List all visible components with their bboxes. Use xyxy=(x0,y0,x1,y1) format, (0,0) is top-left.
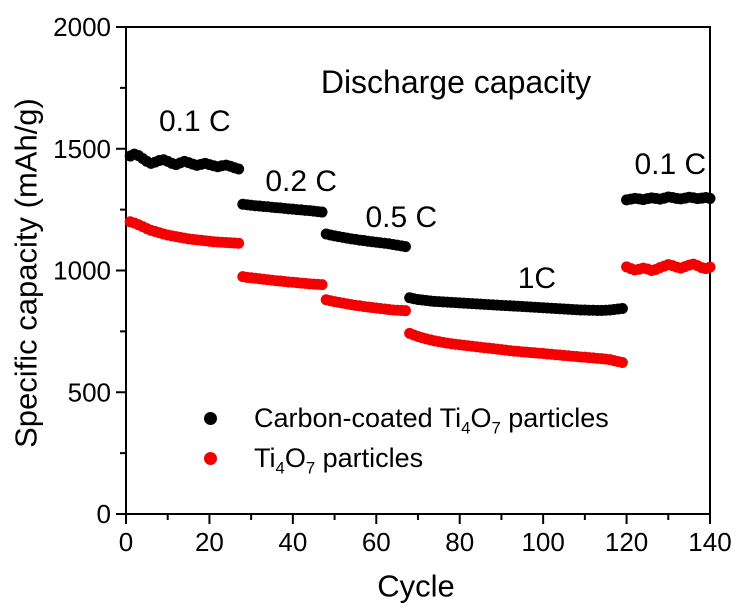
rate-annotation: 0.5 C xyxy=(365,201,438,235)
svg-text:500: 500 xyxy=(68,377,111,407)
legend-item-ti4o7: Ti4O7 particles xyxy=(204,438,609,478)
legend-subscript: 7 xyxy=(305,457,316,477)
legend: Carbon-coated Ti4O7 particles Ti4O7 part… xyxy=(204,398,609,478)
series-points-carbon-coated xyxy=(124,148,716,316)
legend-marker-black-dot-icon xyxy=(204,411,217,425)
y-axis-title: Specific capacity (mAh/g) xyxy=(8,98,44,448)
svg-text:120: 120 xyxy=(605,527,648,557)
legend-subscript: 4 xyxy=(275,457,285,477)
y-axis-ticks: 0 500 1000 1500 2000 xyxy=(53,12,125,529)
svg-text:140: 140 xyxy=(688,527,731,557)
legend-text: Ti xyxy=(254,442,276,473)
legend-text: O xyxy=(470,402,492,433)
svg-text:0: 0 xyxy=(97,499,111,529)
svg-text:0: 0 xyxy=(119,527,133,557)
legend-label-carbon-coated: Carbon-coated Ti4O7 particles xyxy=(254,402,609,437)
svg-text:40: 40 xyxy=(278,527,307,557)
svg-text:1000: 1000 xyxy=(53,256,111,286)
chart-title: Discharge capacity xyxy=(320,64,592,100)
svg-text:1500: 1500 xyxy=(53,134,111,164)
legend-item-carbon-coated: Carbon-coated Ti4O7 particles xyxy=(204,398,609,438)
legend-text: Carbon-coated Ti xyxy=(254,402,462,433)
x-axis-ticks: 0 20 40 60 80 100 120 140 xyxy=(119,515,732,557)
legend-text: particles xyxy=(315,442,424,473)
rate-annotation: 0.2 C xyxy=(265,164,338,198)
svg-text:100: 100 xyxy=(521,527,564,557)
rate-annotation: 1C xyxy=(517,262,557,296)
legend-subscript: 7 xyxy=(491,417,501,437)
series-points-ti4o7 xyxy=(124,216,716,369)
legend-label-ti4o7: Ti4O7 particles xyxy=(254,442,424,477)
x-axis-title: Cycle xyxy=(377,568,455,604)
svg-text:20: 20 xyxy=(195,527,224,557)
svg-text:60: 60 xyxy=(362,527,391,557)
rate-annotation: 0.1 C xyxy=(634,148,707,182)
legend-text: O xyxy=(284,442,306,473)
legend-marker-red-dot-icon xyxy=(204,451,217,465)
svg-text:2000: 2000 xyxy=(53,12,111,42)
rate-annotation: 0.1 C xyxy=(158,104,231,138)
legend-subscript: 4 xyxy=(461,417,471,437)
legend-text: particles xyxy=(500,402,609,433)
svg-text:80: 80 xyxy=(445,527,474,557)
